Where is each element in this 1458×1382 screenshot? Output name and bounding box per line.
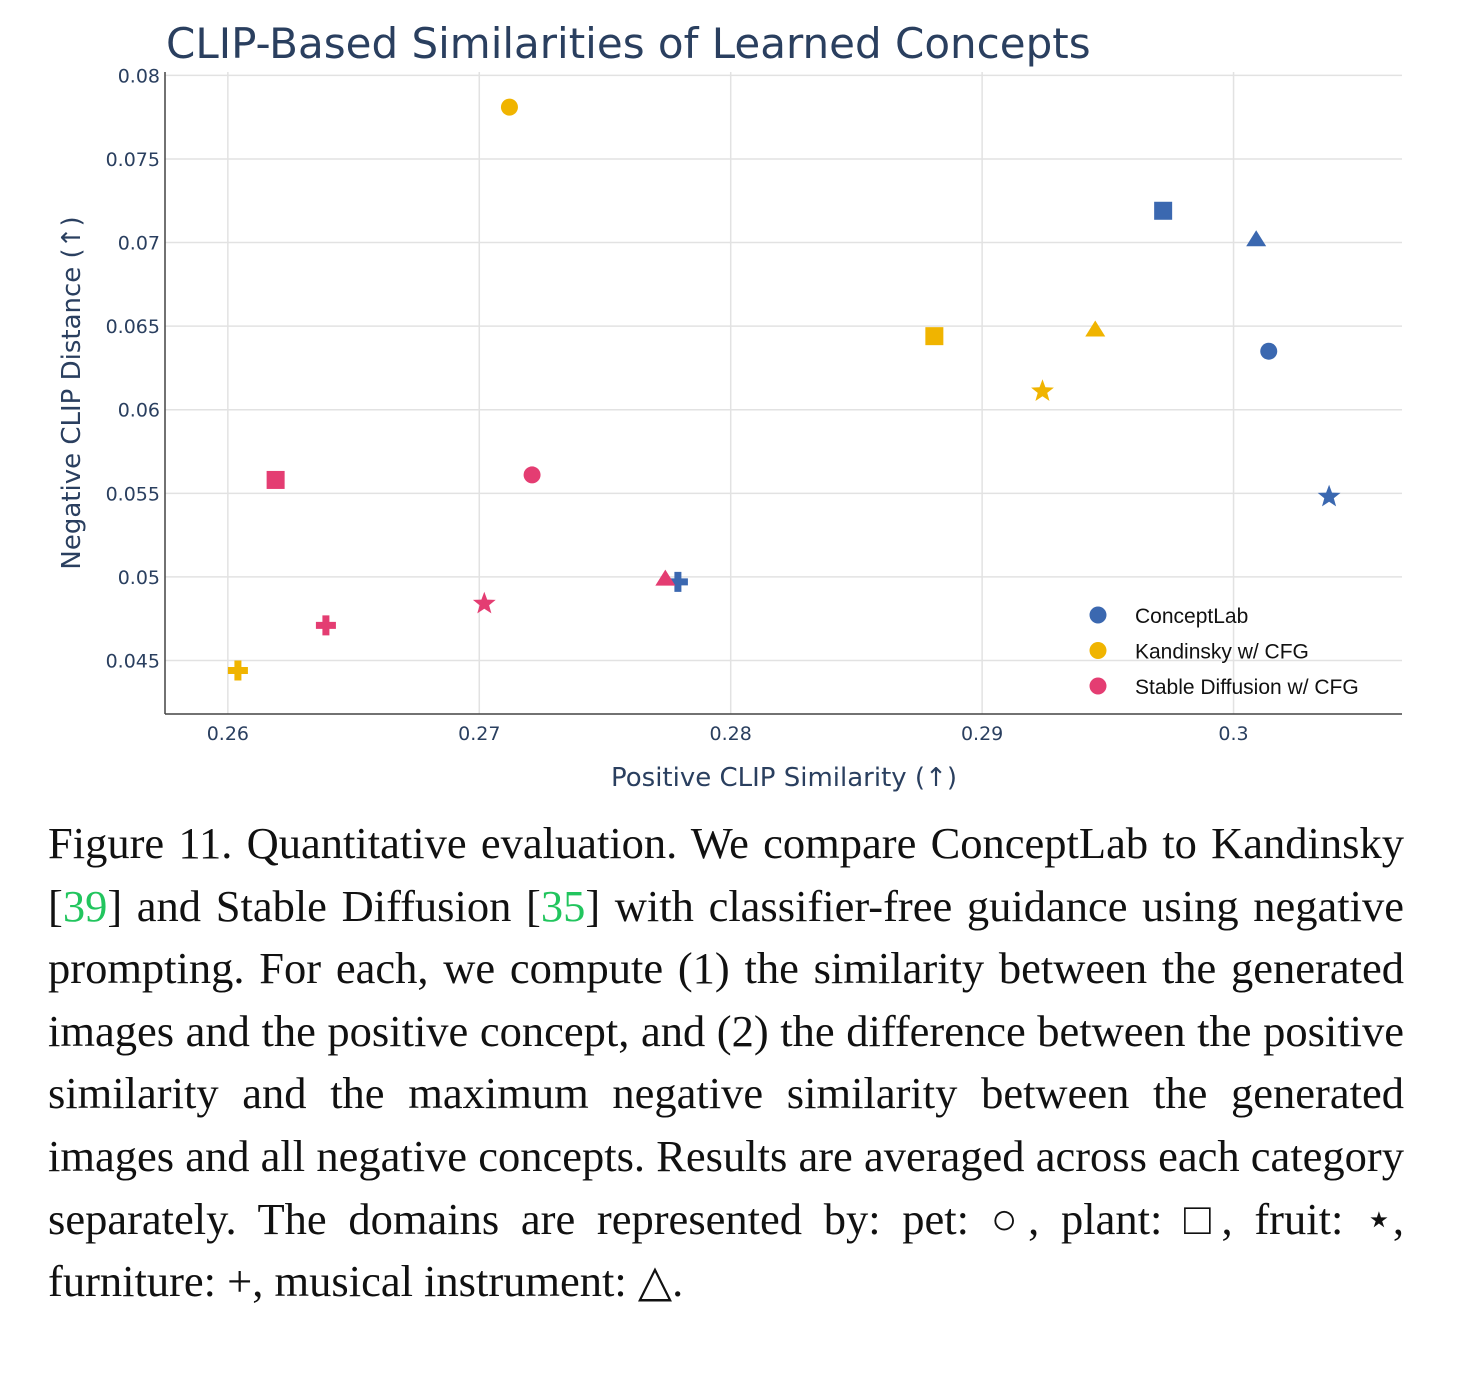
legend-swatch bbox=[1089, 606, 1107, 624]
legend: ConceptLab Kandinsky w/ CFG Stable Diffusi… bbox=[1089, 605, 1359, 699]
y-tick-label: 0.045 bbox=[106, 651, 160, 673]
citation-link-39[interactable]: 39 bbox=[62, 880, 108, 931]
y-tick-label: 0.08 bbox=[118, 65, 160, 87]
marker-conceptlab-cross bbox=[667, 571, 688, 592]
marker-conceptlab-circle bbox=[1260, 342, 1278, 360]
legend-swatch bbox=[1089, 642, 1107, 659]
caption-text-1: Figure 11. Quantitative evaluation. We c… bbox=[48, 818, 1404, 931]
figure-caption: Figure 11. Quantitative evaluation. We c… bbox=[48, 812, 1404, 1313]
marker-kandinsky-w-cfg-triangle bbox=[1085, 320, 1106, 337]
caption-text-3: ] with classifier-free guidance using ne… bbox=[48, 880, 1404, 1307]
marker-kandinsky-w-cfg-circle bbox=[500, 98, 518, 116]
x-tick-label: 0.3 bbox=[1218, 723, 1248, 745]
marker-stable-diffusion-w-cfg-star bbox=[472, 591, 496, 614]
y-tick-label: 0.06 bbox=[118, 400, 160, 422]
y-tick-label: 0.07 bbox=[118, 233, 160, 255]
marker-kandinsky-w-cfg-cross bbox=[227, 660, 248, 681]
tick-labels: 0.26 0.27 0.28 0.29 0.3 0.045 0.05 0.055 0.06 0.0… bbox=[106, 65, 1249, 745]
y-tick-label: 0.05 bbox=[118, 567, 160, 589]
x-tick-label: 0.29 bbox=[961, 723, 1003, 745]
y-tick-label: 0.065 bbox=[106, 316, 160, 338]
y-tick-label: 0.075 bbox=[106, 149, 160, 171]
legend-label: Kandinsky w/ CFG bbox=[1135, 641, 1309, 664]
legend-label: Stable Diffusion w/ CFG bbox=[1135, 676, 1359, 699]
y-axis-title: Negative CLIP Distance (↑) bbox=[57, 216, 87, 569]
data-markers bbox=[227, 98, 1341, 681]
x-tick-label: 0.26 bbox=[207, 723, 249, 745]
marker-kandinsky-w-cfg-star bbox=[1031, 379, 1054, 401]
scatter-chart: CLIP-Based Similarities of Learned Conce… bbox=[57, 19, 1402, 793]
marker-conceptlab-triangle bbox=[1246, 230, 1267, 247]
x-tick-label: 0.28 bbox=[710, 723, 752, 745]
marker-stable-diffusion-w-cfg-square bbox=[266, 470, 285, 489]
x-axis-title: Positive CLIP Similarity (↑) bbox=[611, 763, 957, 793]
figure: CLIP-Based Similarities of Learned Conce… bbox=[57, 19, 1402, 793]
legend-swatch bbox=[1089, 677, 1107, 695]
marker-stable-diffusion-w-cfg-triangle bbox=[655, 569, 676, 586]
marker-conceptlab-square bbox=[1154, 201, 1173, 220]
y-tick-label: 0.055 bbox=[106, 483, 160, 505]
grid bbox=[165, 72, 1402, 714]
legend-label: ConceptLab bbox=[1135, 605, 1248, 628]
x-tick-label: 0.27 bbox=[458, 723, 500, 745]
marker-stable-diffusion-w-cfg-circle bbox=[523, 466, 541, 484]
chart-title: CLIP-Based Similarities of Learned Conce… bbox=[166, 19, 1091, 68]
marker-conceptlab-star bbox=[1317, 484, 1341, 507]
caption-text-2: ] and Stable Diffusion [ bbox=[107, 880, 541, 931]
marker-kandinsky-w-cfg-square bbox=[925, 327, 944, 346]
marker-stable-diffusion-w-cfg-cross bbox=[315, 615, 336, 636]
citation-link-35[interactable]: 35 bbox=[540, 880, 586, 931]
